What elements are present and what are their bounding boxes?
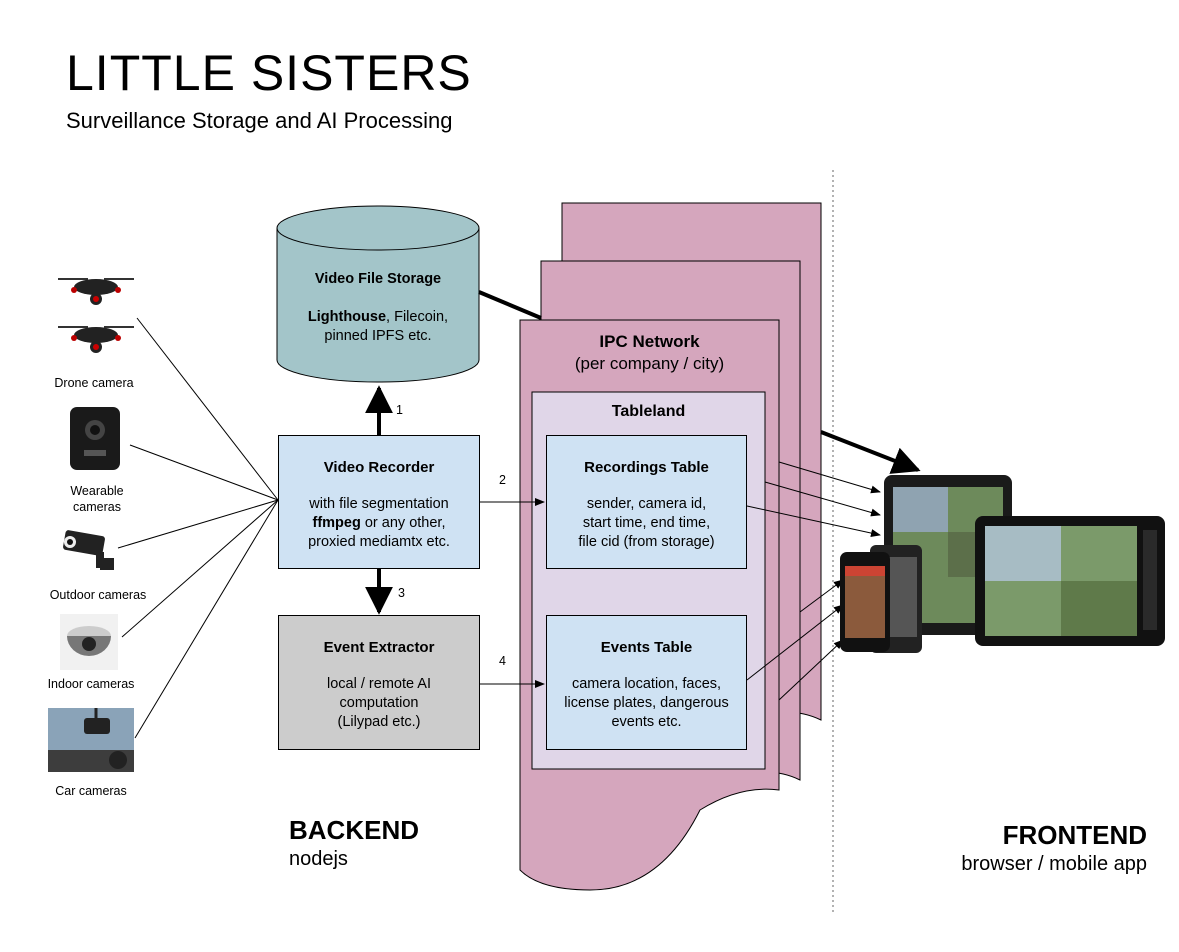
- recorder-line2-rest: or any other,: [360, 515, 446, 531]
- storage-line2: pinned IPFS etc.: [324, 328, 432, 344]
- drone-camera-label: Drone camera: [54, 376, 134, 390]
- outdoor-camera-label: Outdoor cameras: [49, 588, 147, 602]
- recorder-line2: ffmpeg or any other,: [279, 514, 479, 533]
- car-camera-icon: [48, 708, 134, 772]
- recordings-table-box: Recordings Table sender, camera id, star…: [546, 435, 747, 569]
- ipc-network-title: IPC Network: [599, 332, 700, 351]
- arrow-label-1: 1: [396, 403, 403, 417]
- outdoor-camera-icon: [63, 530, 114, 570]
- recorder-line1: with file segmentation: [309, 496, 449, 512]
- drone-camera-icon: [58, 278, 134, 353]
- storage-link-start: [478, 290, 542, 320]
- page-title: LITTLE SISTERS: [66, 45, 472, 101]
- events-line3: events etc.: [611, 714, 682, 730]
- events-line2: license plates, dangerous: [564, 695, 729, 711]
- wearable-camera-label: Wearable cameras: [70, 484, 124, 514]
- storage-cylinder-top: [276, 205, 480, 251]
- tableland-title: Tableland: [611, 403, 686, 420]
- backend-subtitle: nodejs: [289, 848, 348, 870]
- storage-line1-rest: , Filecoin,: [386, 309, 449, 325]
- extractor-title: Event Extractor: [323, 639, 435, 656]
- frontend-connections: [746, 461, 881, 701]
- devices-illustration: [840, 475, 1165, 653]
- video-recorder-box: Video Recorder with file segmentation ff…: [278, 435, 480, 569]
- recorder-line3: proxied mediamtx etc.: [308, 534, 450, 550]
- frontend-title: FRONTEND: [1002, 820, 1147, 850]
- indoor-camera-label: Indoor cameras: [47, 677, 135, 691]
- extractor-line1: local / remote AI: [327, 676, 431, 692]
- recordings-table-title: Recordings Table: [584, 459, 709, 476]
- camera-connections: [117, 317, 279, 739]
- extractor-line3: (Lilypad etc.): [337, 714, 421, 730]
- recordings-line1: sender, camera id,: [586, 496, 707, 512]
- arrow-label-4: 4: [499, 654, 506, 668]
- frontend-subtitle: browser / mobile app: [961, 853, 1147, 875]
- extractor-line2: computation: [339, 695, 419, 711]
- wearable-camera-icon: [70, 407, 120, 470]
- arrow-label-3: 3: [398, 586, 405, 600]
- backend-title: BACKEND: [289, 815, 419, 845]
- event-extractor-box: Event Extractor local / remote AI comput…: [278, 615, 480, 750]
- recordings-line2: start time, end time,: [582, 515, 711, 531]
- events-line1: camera location, faces,: [571, 676, 722, 692]
- recordings-line3: file cid (from storage): [578, 534, 715, 550]
- storage-cylinder-body: [276, 228, 480, 383]
- car-camera-label: Car cameras: [55, 784, 127, 798]
- events-table-title: Events Table: [600, 639, 693, 656]
- recorder-title: Video Recorder: [323, 459, 435, 476]
- page-subtitle: Surveillance Storage and AI Processing: [66, 108, 453, 133]
- arrow-label-2: 2: [499, 473, 506, 487]
- storage-line1: Lighthouse, Filecoin,: [277, 308, 479, 327]
- storage-line1-bold: Lighthouse: [307, 309, 387, 325]
- indoor-camera-icon: [60, 614, 118, 670]
- storage-to-frontend-arrow: [820, 430, 921, 474]
- ipc-network-subtitle: (per company / city): [574, 354, 725, 373]
- storage-title: Video File Storage: [314, 271, 442, 287]
- storage-label: Video File Storage Lighthouse, Filecoin,…: [277, 270, 479, 346]
- recorder-line2-bold: ffmpeg: [312, 515, 361, 531]
- events-table-box: Events Table camera location, faces, lic…: [546, 615, 747, 750]
